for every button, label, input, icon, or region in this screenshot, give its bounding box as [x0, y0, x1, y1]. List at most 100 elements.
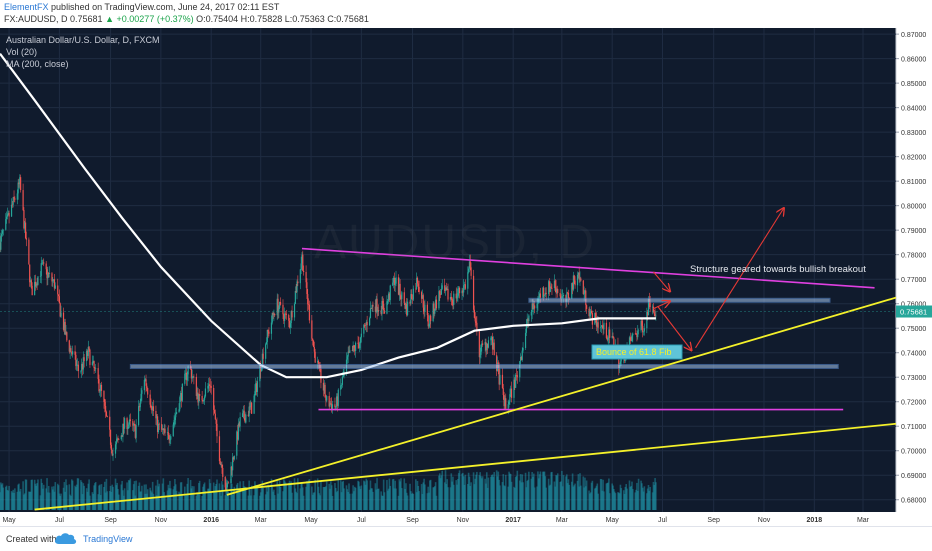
candle-body	[467, 272, 469, 289]
candle-body	[156, 416, 158, 419]
candle-body	[14, 198, 16, 200]
volume-bar	[317, 486, 320, 510]
candle-body	[369, 318, 371, 326]
volume-bar	[172, 489, 175, 510]
volume-bar	[227, 492, 230, 510]
volume-bar	[94, 482, 97, 510]
candle-body	[411, 294, 413, 299]
candle-body	[19, 177, 21, 185]
volume-bar	[566, 474, 568, 510]
volume-bar	[495, 470, 498, 510]
candle-body	[632, 333, 634, 336]
volume-bar	[397, 495, 400, 510]
support-zone	[129, 363, 839, 369]
volume-bar	[357, 480, 359, 510]
volume-bar	[299, 488, 302, 510]
volume-bar	[301, 487, 304, 510]
candle-body	[42, 262, 44, 264]
candle-body	[1, 233, 3, 237]
candle-body	[36, 283, 38, 285]
volume-bar	[336, 490, 339, 510]
volume-bar	[642, 491, 645, 510]
candle-body	[508, 401, 510, 405]
tradingview-brand[interactable]: TradingView	[83, 534, 133, 544]
candle-body	[480, 345, 482, 355]
volume-bar	[324, 487, 326, 510]
volume-bar	[167, 484, 170, 510]
candle-body	[146, 385, 148, 389]
candle-body	[48, 273, 51, 274]
volume-bar	[92, 493, 95, 510]
volume-bar	[451, 481, 453, 510]
candle-body	[463, 285, 465, 293]
volume-bar	[614, 493, 617, 510]
volume-bar	[542, 471, 545, 510]
volume-bar	[58, 493, 61, 510]
candle-body	[357, 342, 359, 344]
volume-bar	[70, 479, 73, 510]
candle-body	[340, 385, 342, 390]
candle-body	[382, 301, 384, 304]
volume-bar	[376, 478, 378, 510]
candle-body	[415, 288, 417, 290]
time-tick-label: Sep	[104, 517, 117, 524]
candle-body	[198, 394, 200, 403]
candle-body	[491, 336, 493, 338]
candle-body	[397, 277, 400, 295]
volume-bar	[40, 478, 43, 510]
candle-body	[282, 304, 284, 315]
volume-bar	[83, 485, 85, 510]
volume-bar	[284, 482, 287, 510]
volume-bar	[617, 492, 620, 510]
volume-bar	[81, 494, 84, 510]
volume-bar	[363, 481, 366, 510]
price-chart[interactable]: Structure geared towards bullish breakou…	[0, 0, 932, 526]
volume-bar	[306, 483, 309, 510]
volume-bar	[320, 480, 322, 510]
volume-bar	[272, 491, 274, 510]
candle-body	[272, 312, 274, 315]
volume-bar	[282, 491, 284, 510]
volume-bar	[519, 474, 522, 510]
volume-bar	[461, 473, 463, 510]
volume-bar	[36, 483, 38, 510]
volume-bar	[256, 486, 259, 510]
candle-body	[545, 292, 547, 294]
volume-bar	[8, 485, 10, 510]
volume-bar	[195, 495, 198, 510]
candle-body	[178, 409, 180, 413]
candle-body	[595, 313, 597, 319]
volume-bar	[444, 470, 447, 510]
volume-bar	[641, 483, 643, 510]
candle-body	[388, 293, 391, 301]
volume-bar	[532, 476, 534, 510]
candle-body	[13, 197, 15, 199]
candle-body	[449, 296, 452, 300]
candle-body	[237, 423, 240, 440]
volume-bar	[474, 478, 477, 510]
candle-body	[162, 428, 164, 431]
candle-body	[81, 363, 84, 370]
volume-bar	[13, 493, 15, 510]
time-tick-label: May	[304, 517, 318, 524]
author-link[interactable]: ElementFX	[4, 2, 49, 12]
candle-body	[284, 313, 286, 321]
volume-bar	[525, 487, 528, 510]
volume-bar	[17, 484, 19, 510]
volume-bar	[224, 495, 227, 510]
candle-body	[204, 388, 207, 397]
candle-body	[283, 314, 285, 321]
volume-bar	[619, 484, 622, 510]
volume-bar	[625, 484, 628, 510]
volume-bar	[515, 475, 518, 510]
volume-bar	[493, 472, 496, 510]
volume-bar	[308, 479, 311, 510]
volume-bar	[646, 493, 648, 510]
candle-body	[400, 295, 402, 300]
volume-bar	[23, 494, 25, 510]
volume-bar	[386, 490, 389, 510]
candle-body	[510, 388, 512, 395]
volume-bar	[640, 480, 642, 510]
volume-bar	[306, 481, 308, 510]
volume-bar	[504, 486, 506, 510]
